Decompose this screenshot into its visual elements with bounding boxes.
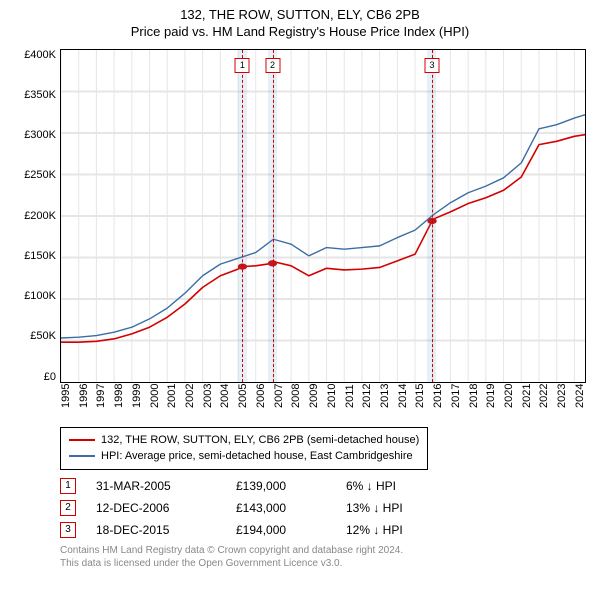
- x-axis-labels: 1995 1996 1997 1998 1999 2000 2001 2002 2003 2004…: [60, 384, 586, 417]
- x-tick-label: 2020: [503, 384, 515, 417]
- chart-title: 132, THE ROW, SUTTON, ELY, CB6 2PB: [14, 6, 586, 24]
- legend-swatch: [69, 455, 95, 457]
- event-date: 12-DEC-2006: [96, 501, 216, 515]
- event-diff: 12% ↓ HPI: [346, 523, 436, 537]
- x-tick-label: 2018: [468, 384, 480, 417]
- y-tick-label: £150K: [14, 250, 56, 262]
- x-tick-label: 2021: [521, 384, 533, 417]
- x-tick-label: 2009: [308, 384, 320, 417]
- chart-subtitle: Price paid vs. HM Land Registry's House …: [14, 24, 586, 39]
- event-marker-badge: 1: [235, 58, 250, 73]
- x-tick-label: 2004: [219, 384, 231, 417]
- x-tick-label: 1995: [60, 384, 72, 417]
- y-tick-label: £300K: [14, 129, 56, 141]
- x-tick-label: 2015: [414, 384, 426, 417]
- y-tick-label: £350K: [14, 89, 56, 101]
- x-tick-label: 2017: [450, 384, 462, 417]
- event-marker-badge: 3: [425, 58, 440, 73]
- event-date: 31-MAR-2005: [96, 479, 216, 493]
- event-date: 18-DEC-2015: [96, 523, 216, 537]
- x-tick-label: 2002: [184, 384, 196, 417]
- x-tick-label: 1996: [78, 384, 90, 417]
- x-tick-label: 2022: [538, 384, 550, 417]
- events-table: 1 31-MAR-2005 £139,000 6% ↓ HPI 2 12-DEC-2006…: [60, 478, 586, 538]
- y-axis-labels: £400K £350K £300K £250K £200K £150K £100K £50K £…: [14, 49, 56, 383]
- event-row: 2 12-DEC-2006 £143,000 13% ↓ HPI: [60, 500, 586, 516]
- event-price: £143,000: [236, 501, 326, 515]
- y-tick-label: £100K: [14, 290, 56, 302]
- x-tick-label: 1999: [131, 384, 143, 417]
- x-tick-label: 2014: [397, 384, 409, 417]
- event-row: 1 31-MAR-2005 £139,000 6% ↓ HPI: [60, 478, 586, 494]
- y-tick-label: £250K: [14, 169, 56, 181]
- event-vline: [432, 50, 433, 382]
- legend: 132, THE ROW, SUTTON, ELY, CB6 2PB (semi…: [60, 427, 428, 470]
- x-tick-label: 2007: [273, 384, 285, 417]
- event-price: £194,000: [236, 523, 326, 537]
- x-tick-label: 2012: [361, 384, 373, 417]
- x-tick-label: 2000: [149, 384, 161, 417]
- event-vline: [273, 50, 274, 382]
- y-tick-label: £200K: [14, 210, 56, 222]
- x-tick-label: 2001: [166, 384, 178, 417]
- event-vline: [242, 50, 243, 382]
- legend-swatch: [69, 439, 95, 441]
- x-tick-label: 2013: [379, 384, 391, 417]
- legend-row: HPI: Average price, semi-detached house,…: [69, 448, 419, 465]
- x-tick-label: 2008: [290, 384, 302, 417]
- copyright-line-2: This data is licensed under the Open Gov…: [60, 557, 586, 571]
- plot-region: 12 3: [60, 49, 586, 383]
- event-diff: 13% ↓ HPI: [346, 501, 436, 515]
- legend-label: HPI: Average price, semi-detached house,…: [101, 448, 413, 465]
- event-marker-badge: 2: [265, 58, 280, 73]
- x-tick-label: 2023: [556, 384, 568, 417]
- x-tick-label: 2024: [574, 384, 586, 417]
- event-row: 3 18-DEC-2015 £194,000 12% ↓ HPI: [60, 522, 586, 538]
- event-price: £139,000: [236, 479, 326, 493]
- y-tick-label: £400K: [14, 49, 56, 61]
- x-tick-label: 2011: [344, 384, 356, 417]
- event-badge: 3: [60, 522, 76, 538]
- legend-label: 132, THE ROW, SUTTON, ELY, CB6 2PB (semi…: [101, 432, 419, 449]
- x-tick-label: 1998: [113, 384, 125, 417]
- y-tick-label: £0: [14, 371, 56, 383]
- x-tick-label: 2003: [202, 384, 214, 417]
- chart-area: £400K £350K £300K £250K £200K £150K £100K £50K £…: [14, 45, 586, 417]
- x-tick-label: 2016: [432, 384, 444, 417]
- copyright-line-1: Contains HM Land Registry data © Crown c…: [60, 544, 586, 558]
- x-tick-label: 2005: [237, 384, 249, 417]
- legend-row: 132, THE ROW, SUTTON, ELY, CB6 2PB (semi…: [69, 432, 419, 449]
- event-badge: 2: [60, 500, 76, 516]
- x-tick-label: 2010: [326, 384, 338, 417]
- event-diff: 6% ↓ HPI: [346, 479, 436, 493]
- x-tick-label: 1997: [95, 384, 107, 417]
- x-tick-label: 2019: [485, 384, 497, 417]
- x-tick-label: 2006: [255, 384, 267, 417]
- line-svg: [61, 50, 585, 382]
- event-badge: 1: [60, 478, 76, 494]
- copyright: Contains HM Land Registry data © Crown c…: [60, 544, 586, 571]
- y-tick-label: £50K: [14, 330, 56, 342]
